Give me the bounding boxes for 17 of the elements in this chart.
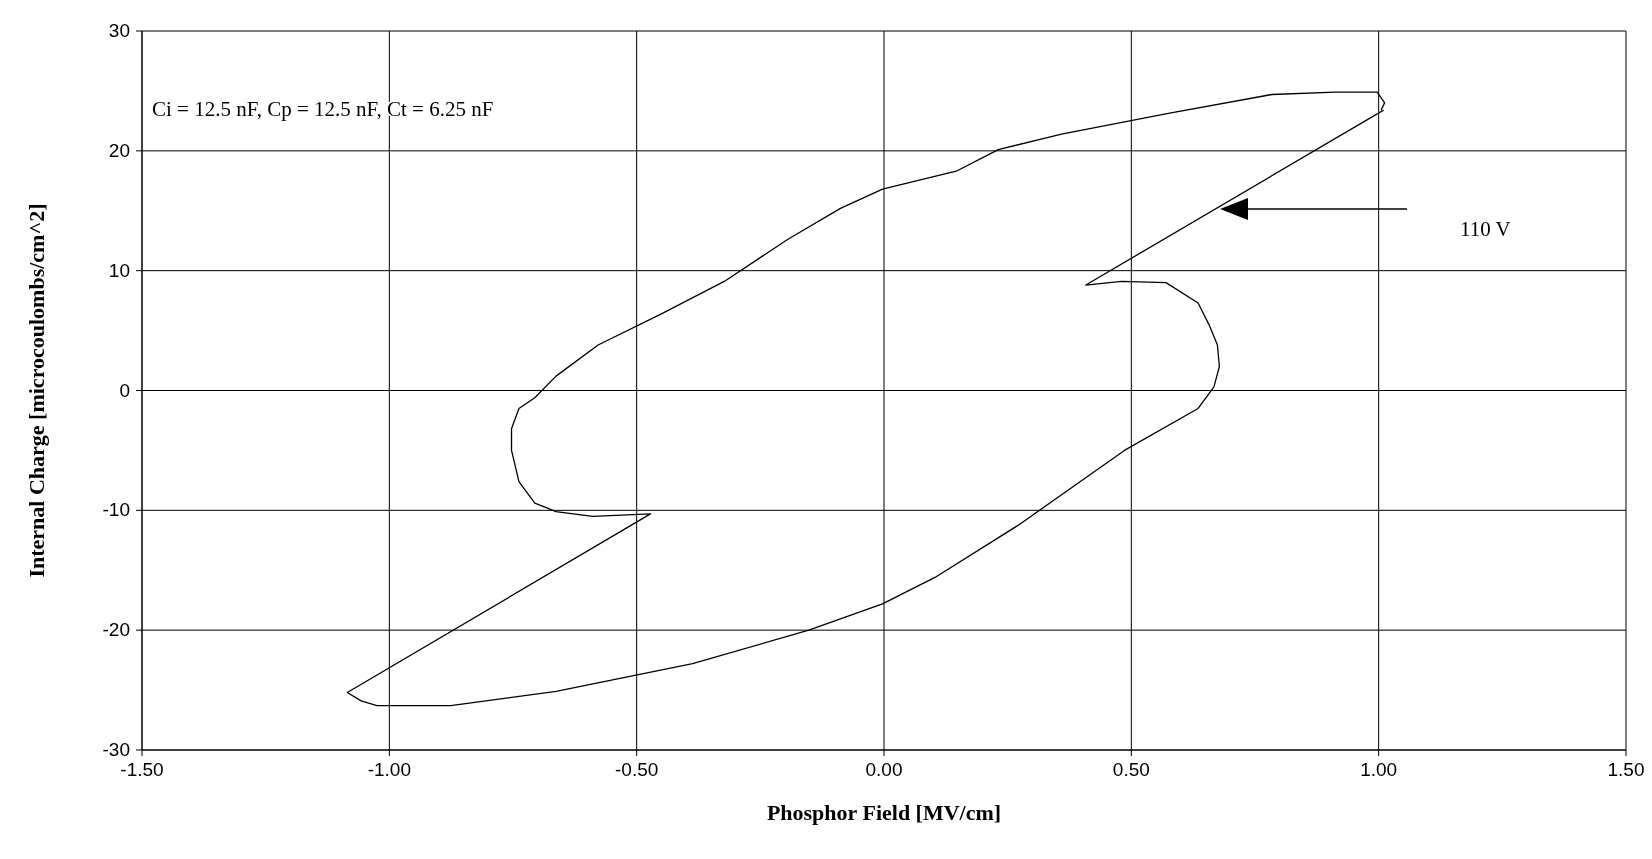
annotation: 110 V	[1460, 217, 1511, 241]
y-tick-label: 30	[108, 20, 130, 41]
x-tick-label: 0.50	[1112, 759, 1150, 780]
x-tick-label: -1.50	[120, 759, 164, 780]
y-tick-label: 0	[119, 379, 130, 401]
y-axis-title: Internal Charge [microcoulombs/cm^2]	[24, 203, 49, 578]
y-tick-label: 20	[108, 139, 130, 161]
x-axis-title: Phosphor Field [MV/cm]	[766, 800, 1002, 825]
x-tick-label: 1.50	[1607, 759, 1645, 780]
x-tick-label: -0.50	[615, 759, 659, 780]
x-tick-label: -1.00	[367, 759, 411, 780]
y-tick-label: -10	[102, 499, 130, 521]
x-tick-label: 0.00	[865, 759, 903, 780]
y-tick-label: -20	[102, 619, 130, 641]
x-tick-label: 1.00	[1360, 759, 1398, 780]
y-tick-label: -30	[102, 739, 130, 760]
y-tick-label: 10	[108, 259, 130, 281]
